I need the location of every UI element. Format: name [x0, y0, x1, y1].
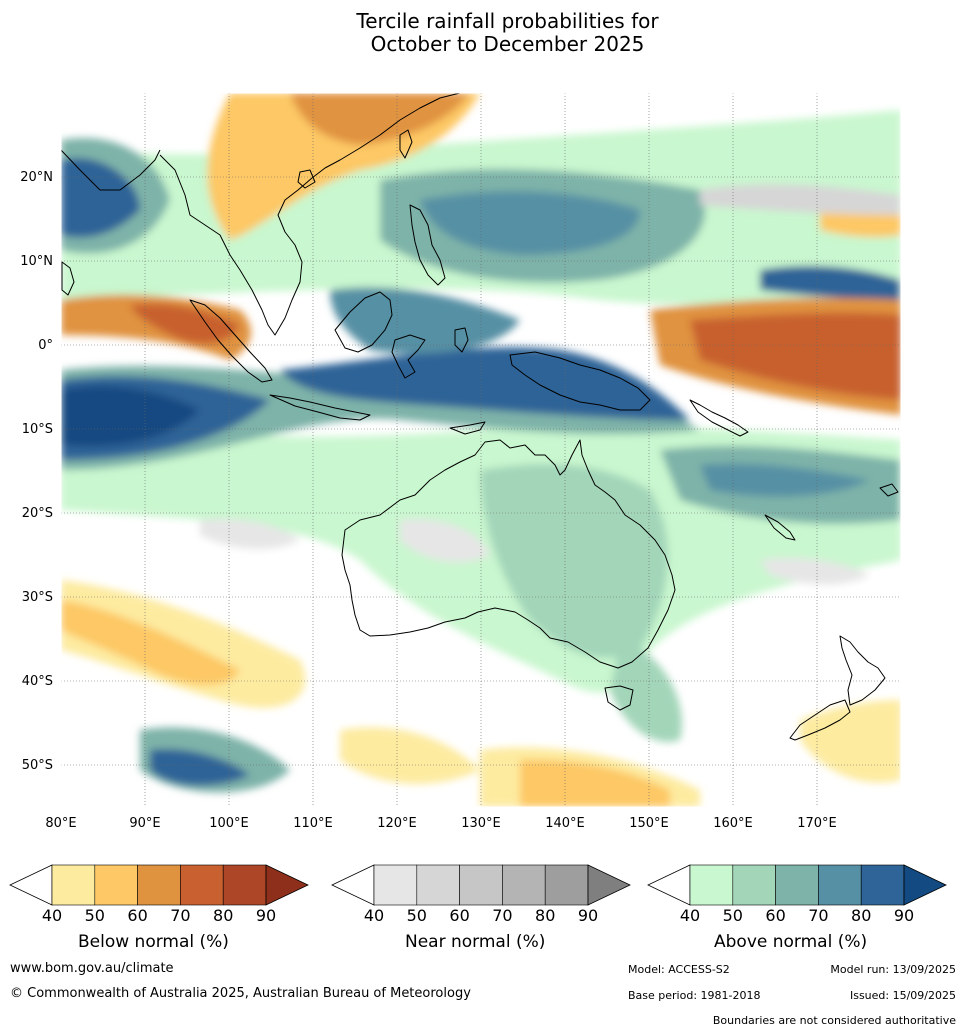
- colorbar-near-normal: 40 50 60 70 80 90: [331, 864, 631, 925]
- new-zealand-south-coastline: [789, 699, 851, 741]
- latitude-label: 30°S: [22, 590, 53, 605]
- halmahera-coastline: [454, 327, 469, 353]
- tasmania-coastline: [604, 685, 634, 711]
- fiji-coastline: [879, 483, 899, 497]
- borneo-coastline: [334, 291, 393, 353]
- colorbar-tick-label: 50: [407, 906, 427, 925]
- colorbar-extend-low: [331, 864, 375, 906]
- colorbar-extend-low: [9, 864, 53, 906]
- footer-issued: Issued: 15/09/2025: [849, 989, 956, 1002]
- longitude-label: 120°E: [377, 816, 417, 831]
- longitude-label: 140°E: [545, 816, 585, 831]
- indochina-coastline: [159, 93, 461, 336]
- footer-copyright: © Commonwealth of Australia 2025, Austra…: [10, 986, 471, 1001]
- timor-coastline: [449, 421, 486, 435]
- solomon-islands-coastline: [689, 399, 749, 437]
- colorbar-title-below-normal: Below normal (%): [78, 932, 229, 952]
- footer-url: www.bom.gov.au/climate: [10, 961, 174, 976]
- india-coastline: [61, 149, 161, 191]
- footer-model-run: Model run: 13/09/2025: [830, 963, 956, 976]
- sri-lanka-coastline: [61, 261, 75, 296]
- new-guinea-coastline: [509, 351, 651, 411]
- latitude-tick-labels: 20°N 10°N 0° 10°S 20°S 30°S 40°S 50°S: [20, 170, 53, 773]
- colorbar-segment: [775, 864, 819, 906]
- colorbar-extend-high: [587, 864, 631, 906]
- longitude-label: 110°E: [293, 816, 333, 831]
- colorbar-tick-label: 90: [578, 906, 598, 925]
- colorbar-segment: [222, 864, 267, 906]
- longitude-label: 80°E: [45, 816, 76, 831]
- colorbar-title-near-normal: Near normal (%): [405, 932, 546, 952]
- latitude-label: 10°N: [20, 254, 53, 269]
- map-title-line2: October to December 2025: [370, 32, 645, 56]
- footer-disclaimer: Boundaries are not considered authoritat…: [712, 1014, 956, 1027]
- colorbar-tick-label: 40: [680, 906, 700, 925]
- java-coastline: [269, 394, 371, 421]
- colorbar-segment: [459, 864, 503, 906]
- coastlines: [61, 93, 899, 741]
- longitude-label: 130°E: [461, 816, 501, 831]
- hainan-coastline: [297, 169, 316, 189]
- colorbar-segment: [180, 864, 224, 906]
- colorbar-tick-label: 90: [894, 906, 914, 925]
- colorbar-tick-label: 80: [851, 906, 871, 925]
- colorbar-tick-label: 80: [535, 906, 555, 925]
- colorbar-tick-label: 50: [723, 906, 743, 925]
- colorbar-extend-high: [265, 864, 309, 906]
- colorbar-segment: [818, 864, 862, 906]
- latitude-label: 10°S: [22, 422, 53, 437]
- new-caledonia-coastline: [764, 514, 796, 541]
- colorbar-segment: [51, 864, 96, 906]
- taiwan-coastline: [399, 129, 413, 159]
- longitude-label: 170°E: [797, 816, 837, 831]
- map-title: Tercile rainfall probabilities for Octob…: [0, 10, 965, 56]
- philippines-coastline: [409, 204, 446, 286]
- latitude-label: 20°S: [22, 506, 53, 521]
- colorbar-tick-label: 60: [127, 906, 147, 925]
- colorbar-below-normal: 40 50 60 70 80 90: [9, 864, 309, 925]
- colorbar-tick-label: 60: [449, 906, 469, 925]
- sumatra-coastline: [189, 299, 273, 383]
- probability-field: [61, 93, 901, 807]
- colorbar-tick-label: 70: [492, 906, 512, 925]
- colorbar-segment: [860, 864, 905, 906]
- colorbar-tick-label: 90: [256, 906, 276, 925]
- colorbar-segment: [502, 864, 546, 906]
- latitude-label: 50°S: [22, 758, 53, 773]
- australia-coastline: [341, 439, 676, 669]
- colorbar-tick-label: 70: [808, 906, 828, 925]
- footer-model: Model: ACCESS-S2: [628, 963, 730, 976]
- longitude-label: 150°E: [629, 816, 669, 831]
- colorbar-tick-label: 50: [85, 906, 105, 925]
- colorbar-segment: [373, 864, 418, 906]
- longitude-label: 100°E: [209, 816, 249, 831]
- colorbar-tick-label: 80: [213, 906, 233, 925]
- colorbar-title-above-normal: Above normal (%): [714, 932, 868, 952]
- colorbar-above-normal: 40 50 60 70 80 90: [647, 864, 947, 925]
- colorbar-segment: [689, 864, 734, 906]
- colorbar-segment: [732, 864, 776, 906]
- colorbar-segment: [94, 864, 138, 906]
- colorbar-segment: [544, 864, 589, 906]
- colorbar-tick-label: 40: [364, 906, 384, 925]
- footer-base-period: Base period: 1981-2018: [628, 989, 761, 1002]
- colorbar-extend-low: [647, 864, 691, 906]
- new-zealand-north-coastline: [839, 635, 886, 706]
- longitude-label: 160°E: [713, 816, 753, 831]
- colorbar-segment: [137, 864, 181, 906]
- colorbar-extend-high: [903, 864, 947, 906]
- latitude-label: 20°N: [20, 170, 53, 185]
- latitude-label: 40°S: [22, 674, 53, 689]
- colorbar-tick-label: 60: [765, 906, 785, 925]
- colorbar-tick-label: 40: [42, 906, 62, 925]
- sulawesi-coastline: [391, 334, 426, 379]
- colorbar-tick-label: 70: [170, 906, 190, 925]
- latitude-label: 0°: [38, 338, 53, 353]
- map-title-line1: Tercile rainfall probabilities for: [356, 9, 659, 33]
- longitude-tick-labels: 80°E 90°E 100°E 110°E 120°E 130°E 140°E 150°E 16…: [45, 816, 836, 831]
- longitude-label: 90°E: [129, 816, 160, 831]
- colorbar-segment: [416, 864, 460, 906]
